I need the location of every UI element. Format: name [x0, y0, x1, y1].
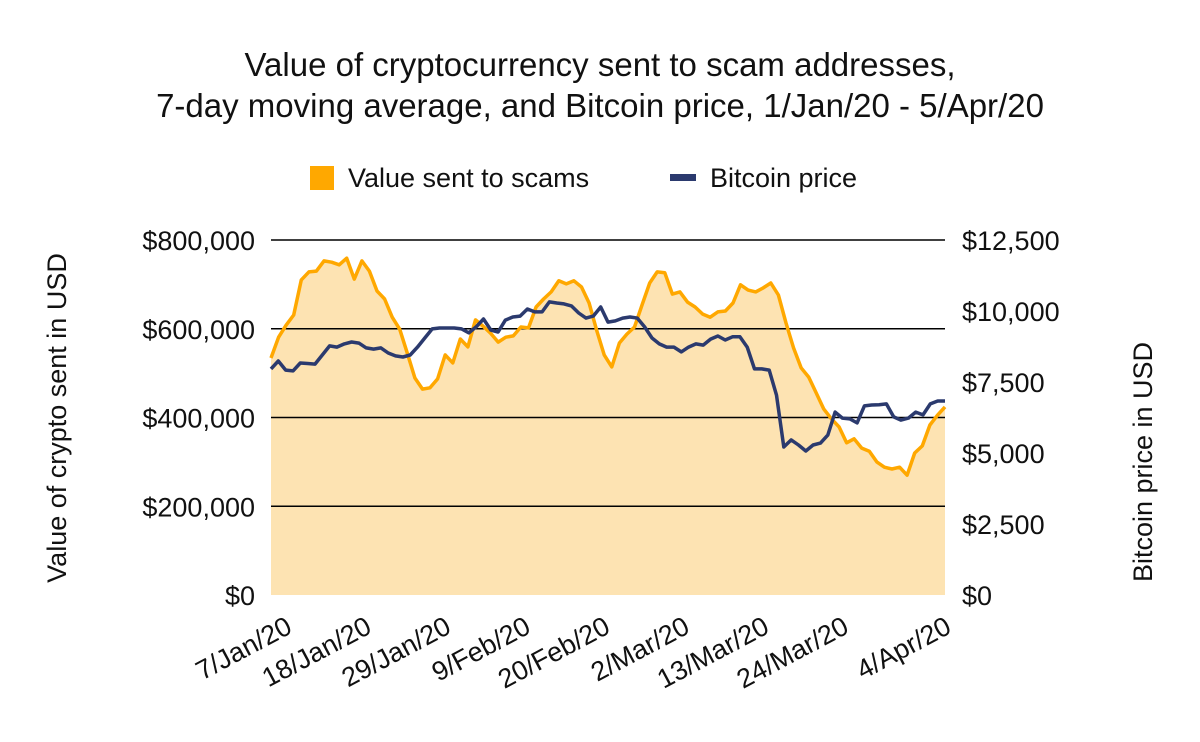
y-axis-left-title: Value of crypto sent in USD: [42, 253, 72, 583]
y-right-tick-label: $12,500: [962, 226, 1060, 256]
chart-title-line-2: 7-day moving average, and Bitcoin price,…: [156, 87, 1044, 124]
scams-area-fill: [271, 258, 945, 595]
series-lines: [269, 256, 947, 477]
left-axis-ticks: $0 $200,000 $400,000 $600,000 $800,000: [142, 226, 255, 611]
x-tick-label: 4/Apr/20: [852, 611, 956, 685]
y-left-tick-label: $0: [225, 581, 255, 611]
legend: Value sent to scams Bitcoin price: [310, 163, 857, 193]
y-left-tick-label: $800,000: [142, 226, 255, 256]
y-axis-right-title: Bitcoin price in USD: [1128, 342, 1158, 582]
legend-label-scams: Value sent to scams: [348, 163, 589, 193]
scams-area-layer: [271, 258, 945, 595]
y-right-tick-label: $7,500: [962, 368, 1045, 398]
y-left-tick-label: $400,000: [142, 404, 255, 434]
legend-label-bitcoin: Bitcoin price: [710, 163, 857, 193]
legend-swatch-scams: [310, 166, 334, 190]
y-right-tick-label: $10,000: [962, 297, 1060, 327]
x-axis-ticks: 7/Jan/2018/Jan/2029/Jan/209/Feb/2020/Feb…: [191, 611, 956, 695]
y-left-tick-label: $200,000: [142, 492, 255, 522]
y-left-tick-label: $600,000: [142, 315, 255, 345]
chart-title-line-1: Value of cryptocurrency sent to scam add…: [244, 46, 955, 83]
y-right-tick-label: $0: [962, 581, 992, 611]
y-right-tick-label: $5,000: [962, 439, 1045, 469]
legend-swatch-bitcoin: [670, 174, 696, 181]
y-right-tick-label: $2,500: [962, 510, 1045, 540]
right-axis-ticks: $0 $2,500 $5,000 $7,500 $10,000 $12,500: [962, 226, 1060, 611]
bitcoin-line: [269, 300, 945, 453]
